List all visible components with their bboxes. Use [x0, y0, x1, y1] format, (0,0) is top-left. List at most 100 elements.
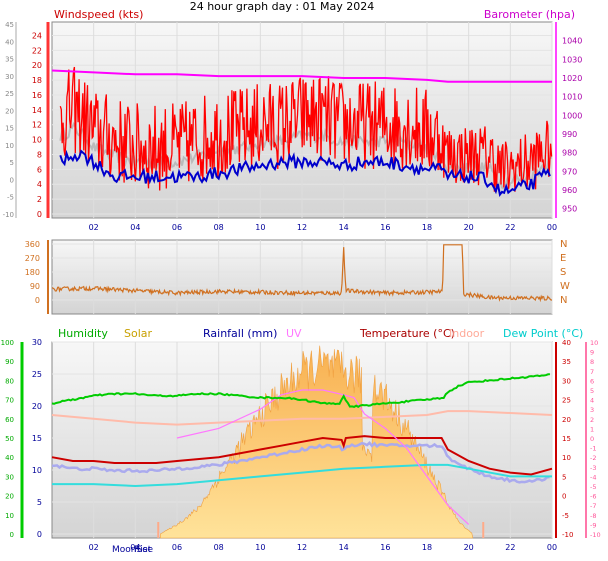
humidity-axis-tick: 30 [5, 473, 14, 481]
humidity-axis-tick: 90 [5, 358, 14, 366]
wind-axis-tick: 24 [32, 31, 42, 40]
legend-indoor: Indoor [449, 327, 485, 340]
humidity-axis-tick: 10 [5, 512, 14, 520]
dewpoint-line [52, 463, 552, 488]
uv-axis-tick: -10 [590, 531, 601, 539]
wind-axis-tick: 20 [32, 61, 42, 70]
uv-axis-tick: -3 [590, 464, 596, 472]
humidity-axis-tick: 80 [5, 377, 14, 385]
temp-axis-tick: 15 [562, 435, 571, 443]
wind-outer-axis-tick: 25 [5, 90, 14, 98]
uv-axis-tick: 6 [590, 377, 594, 385]
temp-axis-tick: 5 [562, 473, 566, 481]
x-tick-label: 14 [339, 223, 349, 232]
page-title: 24 hour graph day : 01 May 2024 [190, 0, 375, 13]
humidity-axis-tick: 20 [5, 493, 14, 501]
humidity-axis-tick: 60 [5, 416, 14, 424]
legend-temperature: Temperature (°C) [359, 327, 455, 340]
compass-axis-tick: N [560, 295, 567, 306]
rain-axis-tick: 5 [37, 498, 42, 507]
temp-axis-tick: 0 [562, 493, 566, 501]
wind-outer-axis-tick: -5 [7, 194, 14, 202]
temp-axis-tick: 40 [562, 339, 571, 347]
rain-axis-tick: 10 [32, 466, 42, 475]
humidity-axis-tick: 0 [10, 531, 14, 539]
temp-axis-tick: 35 [562, 358, 571, 366]
rain-axis-tick: 15 [32, 434, 42, 443]
uv-axis-tick: 1 [590, 425, 594, 433]
uv-axis-tick: -1 [590, 445, 596, 453]
rain-axis-tick: 20 [32, 402, 42, 411]
uv-axis-tick: 3 [590, 406, 594, 414]
wind-axis-tick: 16 [32, 91, 42, 100]
baro-axis-tick: 1000 [562, 111, 582, 120]
x-tick-label: 16 [380, 223, 390, 232]
climate-legend: Humidity Solar Rainfall (mm) UV Temperat… [58, 327, 583, 340]
solar-area [160, 345, 474, 539]
wind-axis-tick: 12 [32, 121, 42, 130]
wind-outer-axis-tick: 0 [10, 176, 14, 184]
rain-axis-tick: 25 [32, 370, 42, 379]
legend-uv: UV [286, 327, 302, 340]
humidity-line [51, 373, 551, 408]
uv-axis-tick: 8 [590, 358, 594, 366]
wind-outer-axis-tick: 30 [5, 73, 14, 81]
wind-outer-axis-tick: 10 [5, 142, 14, 150]
x-tick-label: 16 [380, 543, 390, 552]
wind-outer-axis-tick: 20 [5, 107, 14, 115]
wind-panel: 02 04 06 08 10 12 14 16 18 20 22 000246810121416182… [3, 21, 583, 232]
wind-outer-axis-tick: 45 [5, 21, 14, 29]
direction-axis-tick: 360 [25, 240, 40, 249]
uv-axis-tick: -9 [590, 521, 596, 529]
temp-axis-tick: 10 [562, 454, 571, 462]
x-tick-label: 20 [464, 223, 474, 232]
baro-axis-tick: 960 [562, 186, 577, 195]
x-tick-label: 10 [255, 543, 265, 552]
rain-axis-tick: 0 [37, 530, 42, 539]
humidity-axis-tick: 70 [5, 397, 14, 405]
direction-axis-tick: 270 [25, 254, 40, 263]
x-tick-label: 08 [214, 543, 224, 552]
compass-axis-tick: W [560, 281, 570, 292]
x-tick-label: 04 [130, 543, 140, 552]
uv-axis-tick: 4 [590, 397, 594, 405]
wind-average-line [59, 149, 551, 197]
legend-rainfall: Rainfall (mm) [203, 327, 277, 340]
x-tick-label: 02 [89, 543, 99, 552]
barometer-line [51, 69, 552, 83]
moon-label: MoonSet [112, 545, 152, 555]
uv-axis-tick: -8 [590, 512, 596, 520]
x-tick-label: 06 [172, 223, 182, 232]
direction-axis-tick: 180 [25, 268, 40, 277]
temp-axis-tick: 25 [562, 397, 571, 405]
compass-axis-tick: S [560, 267, 566, 278]
humidity-axis-tick: 50 [5, 435, 14, 443]
x-tick-label: 20 [464, 543, 474, 552]
windspeed-line [59, 66, 553, 192]
direction-axis-tick: 90 [30, 282, 40, 291]
wind-outer-axis-tick: 5 [10, 159, 14, 167]
x-tick-label: 00 [547, 223, 557, 232]
humidity-axis-tick: 40 [5, 454, 14, 462]
uv-axis-tick: 0 [590, 435, 594, 443]
legend-dewpoint: Dew Point (°C) [503, 327, 583, 340]
uv-axis-tick: -6 [590, 493, 596, 501]
x-tick-label: 14 [339, 543, 349, 552]
moon-label-rise: Rise [134, 545, 153, 555]
x-tick-label: 08 [214, 223, 224, 232]
uv-axis-tick: 2 [590, 416, 594, 424]
temp-axis-tick: -10 [562, 531, 573, 539]
temp-axis-tick: 20 [562, 416, 571, 424]
uv-axis-tick: -7 [590, 502, 596, 510]
legend-humidity: Humidity [58, 327, 108, 340]
climate-panel: 02 04 06 08 10 12 14 16 18 20 22 000102030405060708… [1, 338, 601, 552]
wind-outer-axis-tick: -10 [3, 211, 14, 219]
uv-axis-tick: 10 [590, 339, 598, 347]
wind-axis-tick: 10 [32, 136, 42, 145]
uv-line [176, 389, 470, 525]
uv-axis-tick: -4 [590, 473, 596, 481]
indoor-line [51, 410, 553, 426]
wind-axis-tick: 4 [37, 180, 42, 189]
